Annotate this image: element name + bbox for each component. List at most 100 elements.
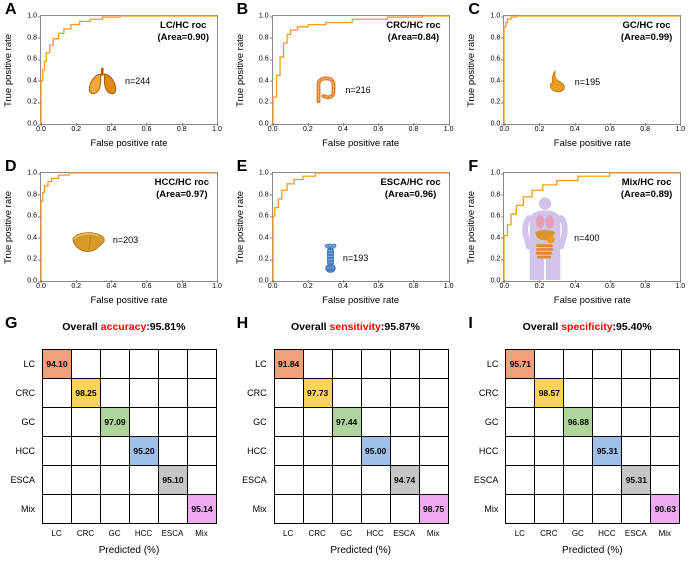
matrix-cell	[535, 495, 565, 524]
x-tick-label: 0.2	[71, 123, 82, 133]
matrix-row-label: CRC	[247, 387, 267, 398]
matrix-row-labels: LC CRC GC HCC ESCA Mix	[463, 349, 503, 523]
matrix-col-label: ESCA	[624, 529, 647, 538]
matrix-cell	[506, 408, 536, 437]
roc-plot: GC/HC roc (Area=0.99) n=195 0.0 0.2 0.4 0.6…	[491, 13, 686, 134]
matrix-cell	[622, 379, 652, 408]
organ-inset: n=203	[71, 227, 138, 253]
matrix-cell	[101, 466, 130, 495]
x-tick-label: 0.2	[534, 280, 545, 290]
matrix-row-label: Mix	[252, 503, 267, 514]
matrix-cells: 91.84 97.73 97.44 95.00 94.74 98.75	[273, 349, 449, 524]
matrix-cell	[274, 408, 304, 437]
sample-size-label: n=203	[112, 234, 139, 245]
x-tick-label: 0.4	[569, 280, 580, 290]
sample-size-label: n=193	[342, 252, 369, 263]
matrix-col-label: GC	[108, 529, 121, 538]
x-tick-label: 0.6	[373, 123, 384, 133]
matrix-cell	[274, 466, 304, 495]
matrix-cell	[593, 466, 623, 495]
matrix-col-label: Mix	[658, 529, 672, 538]
matrix-title: Overall specificity:95.40%	[481, 321, 693, 333]
matrix-cell	[188, 437, 217, 466]
organ-inset: n=216	[311, 74, 371, 106]
roc-curve	[41, 16, 217, 124]
roc-panel: F True positive rate Mix/HC roc (Area=0.…	[463, 157, 695, 314]
matrix-col-label: HCC	[134, 529, 153, 538]
panel-letter: C	[468, 1, 480, 18]
matrix-cell	[564, 495, 594, 524]
matrix-row-label: LC	[486, 358, 499, 369]
matrix-diagonal-cell: 98.57	[535, 379, 565, 408]
y-tick-label: 1.0	[490, 12, 504, 20]
matrix-cell	[303, 466, 333, 495]
matrix-cell	[130, 350, 159, 379]
y-tick-label: 0.2	[258, 98, 273, 106]
x-tick-label: 0.8	[408, 123, 419, 133]
matrix-row-label: ESCA	[473, 474, 499, 485]
sample-size-label: n=195	[574, 76, 601, 87]
matrix-cell	[159, 495, 188, 524]
organ-inset: n=244	[85, 66, 150, 96]
matrix-cell	[159, 379, 188, 408]
x-tick-label: 1.0	[212, 280, 222, 290]
x-tick-label: 0.6	[605, 280, 615, 290]
matrix-cell	[361, 466, 391, 495]
matrix-row-label: Mix	[484, 503, 499, 514]
y-tick-label: 1.0	[258, 169, 273, 177]
matrix-row-label: ESCA	[242, 474, 267, 485]
matrix-cell	[593, 379, 623, 408]
matrix-col-label: LC	[283, 529, 294, 538]
matrix-title-prefix: Overall	[290, 321, 330, 333]
matrix-col-label: ESCA	[393, 529, 416, 538]
matrix-row-label: Mix	[21, 503, 35, 514]
x-axis-ticks: 0.0 0.2 0.4 0.6 0.8 1.0	[36, 280, 222, 291]
panel-letter: E	[236, 158, 248, 175]
matrix-cell	[419, 466, 449, 495]
matrix-cell	[622, 437, 652, 466]
roc-panel: E True positive rate ESCA/HC roc (Area=0…	[232, 157, 464, 314]
matrix-diagonal-cell: 95.10	[159, 466, 188, 495]
matrix-cell	[159, 437, 188, 466]
roc-curve	[41, 173, 217, 281]
matrix-cell	[274, 495, 304, 524]
matrix-cell	[651, 350, 681, 379]
matrix-cell	[564, 437, 594, 466]
y-tick-label: 0.6	[258, 212, 273, 220]
stomach-icon	[545, 69, 571, 95]
y-tick-label: 0.6	[490, 212, 504, 220]
roc-area-label: (Area=0.90)	[157, 32, 210, 44]
x-tick-label: 0.4	[106, 280, 117, 290]
matrix-cell	[419, 408, 449, 437]
matrix-title-value: :95.81%	[146, 321, 186, 333]
matrix-col-label: GC	[571, 529, 584, 538]
matrix-cell	[188, 466, 217, 495]
matrix-cell	[506, 495, 536, 524]
roc-title-block: ESCA/HC roc (Area=0.96)	[380, 177, 440, 202]
matrix-cell	[303, 350, 333, 379]
matrix-row-label: LC	[23, 358, 35, 369]
x-tick-label: 0.6	[141, 123, 152, 133]
roc-panel: D True positive rate HCC/HC roc (Area=0.…	[0, 157, 232, 314]
x-tick-label: 0.0	[36, 280, 46, 290]
x-tick-label: 1.0	[675, 280, 686, 290]
matrix-cell	[303, 437, 333, 466]
y-tick-label: 0.8	[490, 191, 504, 199]
x-tick-label: 0.4	[338, 280, 348, 290]
matrix-cell	[188, 379, 217, 408]
matrix-row-labels: LC CRC GC HCC ESCA Mix	[232, 349, 272, 523]
colon-icon	[311, 74, 341, 106]
y-tick-label: 1.0	[490, 169, 504, 177]
roc-curve	[504, 173, 680, 281]
matrix-cell	[303, 495, 333, 524]
matrix-col-label: HCC	[366, 529, 384, 538]
matrix-col-labels: LC CRC GC HCC ESCA Mix	[42, 526, 216, 538]
x-axis-ticks: 0.0 0.2 0.4 0.6 0.8 1.0	[36, 123, 222, 134]
x-tick-label: 0.0	[499, 123, 510, 133]
x-tick-label: 0.8	[176, 280, 187, 290]
matrix-cell	[506, 379, 536, 408]
matrix-title-prefix: Overall	[62, 321, 101, 333]
matrix-col-label: CRC	[540, 529, 558, 538]
matrix-diagonal-cell: 94.10	[43, 350, 72, 379]
matrix-cell	[535, 466, 565, 495]
